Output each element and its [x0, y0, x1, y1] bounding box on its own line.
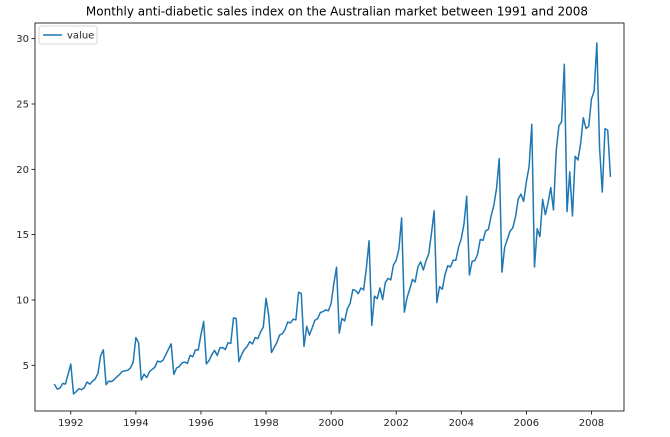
x-tick-label: 1992	[58, 418, 83, 429]
x-tick-label: 1996	[188, 418, 213, 429]
series-group	[53, 42, 612, 395]
legend-box	[38, 25, 98, 45]
x-tick-label: 2000	[318, 418, 343, 429]
legend-entry-value: value	[67, 31, 94, 42]
x-tick-label: 2002	[383, 418, 408, 429]
x-tick-label: 2008	[579, 418, 604, 429]
series-line-value	[53, 42, 612, 395]
chart-title: Monthly anti-diabetic sales index on the…	[86, 5, 588, 19]
y-tick-label: 5	[23, 361, 29, 372]
y-tick-label: 10	[16, 295, 29, 306]
y-tick-label: 15	[16, 230, 29, 241]
y-tick-label: 20	[16, 165, 29, 176]
x-tick-label: 1998	[253, 418, 278, 429]
legend: value	[38, 25, 98, 45]
y-tick-label: 25	[16, 99, 29, 110]
y-tick-label: 30	[16, 34, 29, 45]
x-axis: 1992 1994 1996 1998 2000 2002 2004 2006 2008	[58, 411, 604, 429]
y-axis: 5 10 15 20 25 30	[16, 34, 35, 372]
x-tick-label: 1994	[123, 418, 148, 429]
x-tick-label: 2004	[449, 418, 474, 429]
plot-area	[34, 22, 625, 412]
x-tick-label: 2006	[514, 418, 539, 429]
